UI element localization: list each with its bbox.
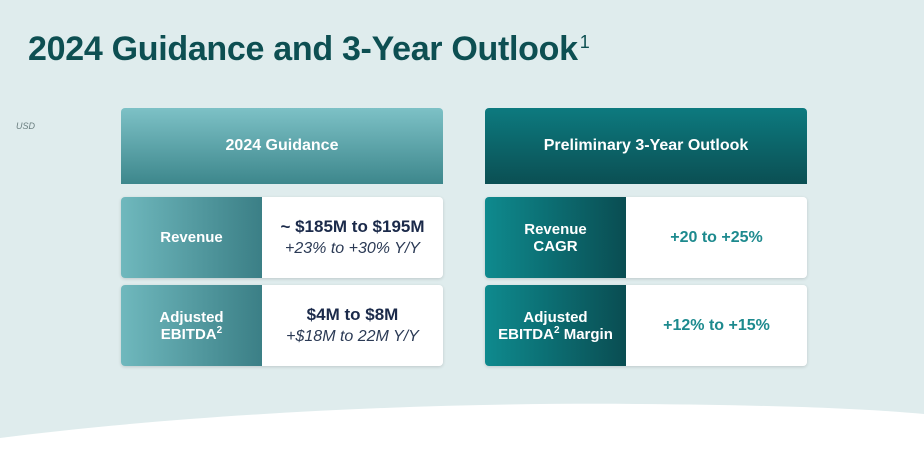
guidance-revenue-growth: +23% to +30% Y/Y: [285, 240, 420, 257]
guidance-ebitda-growth: +$18M to 22M Y/Y: [286, 328, 419, 345]
guidance-ebitda-main: $4M to $8M: [306, 305, 399, 324]
currency-note: USD: [16, 121, 36, 131]
guidance-revenue-value: ~ $185M to $195M +23% to +30% Y/Y: [262, 197, 443, 278]
guidance-revenue-main: ~ $185M to $195M: [280, 217, 425, 236]
outlook-revenue-cagr: +20 to +25%: [670, 228, 763, 246]
guidance-ebitda-value: $4M to $8M +$18M to 22M Y/Y: [262, 285, 443, 366]
guidance-revenue-label: Revenue: [121, 197, 262, 278]
guidance-revenue-row: Revenue ~ $185M to $195M +23% to +30% Y/…: [121, 197, 443, 278]
outlook-revenue-label: Revenue CAGR: [485, 197, 626, 278]
outlook-ebitda-margin: +12% to +15%: [663, 316, 770, 334]
outlook-header: Preliminary 3-Year Outlook: [485, 108, 807, 184]
outlook-ebitda-value: +12% to +15%: [626, 285, 807, 366]
page-title: 2024 Guidance and 3-Year Outlook 1: [28, 30, 590, 68]
outlook-revenue-row: Revenue CAGR +20 to +25%: [485, 197, 807, 278]
guidance-ebitda-row: Adjusted EBITDA2 $4M to $8M +$18M to 22M …: [121, 285, 443, 366]
outlook-ebitda-row: Adjusted EBITDA2 Margin +12% to +15%: [485, 285, 807, 366]
guidance-header: 2024 Guidance: [121, 108, 443, 184]
footer-wave: [0, 403, 924, 456]
guidance-ebitda-label: Adjusted EBITDA2: [121, 285, 262, 366]
outlook-revenue-value: +20 to +25%: [626, 197, 807, 278]
outlook-ebitda-label: Adjusted EBITDA2 Margin: [485, 285, 626, 366]
title-footnote: 1: [579, 32, 590, 52]
